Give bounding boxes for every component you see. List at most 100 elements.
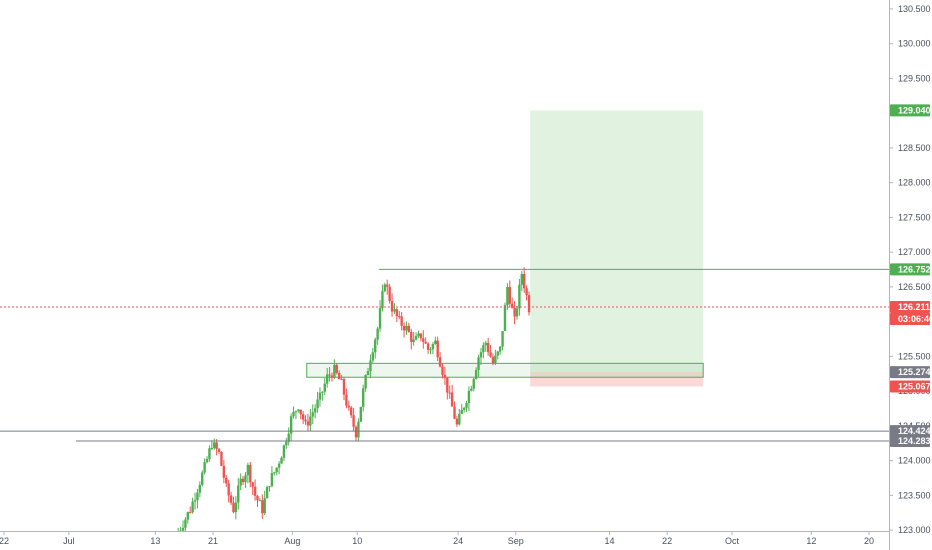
candle [193, 492, 197, 510]
candle-body [448, 392, 451, 394]
time-tick-label: Aug [284, 536, 300, 546]
candle-body [474, 369, 478, 379]
candle [342, 377, 346, 401]
candle [328, 367, 331, 382]
candle [498, 346, 502, 355]
candle-body [253, 486, 257, 496]
candle-body [496, 351, 499, 356]
candle [525, 285, 528, 301]
candle [299, 409, 302, 420]
candle [263, 490, 266, 516]
candle-body [220, 451, 223, 466]
candle-body [386, 284, 389, 287]
candle [294, 410, 298, 420]
candle [472, 377, 475, 392]
candle-body [270, 473, 274, 487]
candle [486, 337, 490, 356]
candle-body [354, 426, 358, 438]
candle-body [359, 406, 363, 422]
candle-body [431, 344, 435, 350]
candle [462, 406, 466, 413]
candle [225, 475, 228, 488]
candle [287, 427, 290, 446]
candle-body [311, 412, 314, 417]
candle [443, 366, 447, 385]
horizontal-lines[interactable] [0, 268, 889, 442]
candle-body [460, 409, 463, 414]
candle [285, 437, 288, 449]
candle [364, 374, 367, 392]
candle [474, 367, 478, 380]
candle [479, 347, 483, 365]
profit-zone[interactable] [530, 110, 704, 373]
candle-body [446, 377, 449, 393]
candle [520, 270, 523, 292]
candle [359, 406, 363, 423]
candle [491, 353, 495, 366]
candle-body [241, 478, 245, 483]
candle [330, 372, 334, 382]
candle-body [203, 462, 206, 473]
candle-body [292, 411, 295, 417]
price-tick-label: 128.500 [898, 143, 931, 153]
candle [470, 385, 473, 392]
candle [515, 305, 519, 320]
candle [400, 311, 403, 331]
candle [251, 481, 254, 496]
candle-body [282, 445, 286, 458]
stop-loss-zone[interactable] [530, 372, 704, 387]
candle [210, 440, 214, 451]
candle [237, 477, 240, 510]
time-tick-label: 24 [453, 536, 463, 546]
candle-body [275, 467, 278, 473]
price-tag-background [890, 380, 930, 393]
candle-body [208, 448, 211, 459]
candle-body [294, 411, 298, 413]
candle-body [462, 407, 466, 410]
candle-body [352, 415, 355, 427]
candle-body [453, 406, 456, 419]
candle [244, 472, 247, 488]
price-tick-label: 127.500 [898, 212, 931, 222]
candle-body [398, 316, 401, 318]
candle-body [482, 345, 485, 353]
price-tag-background [890, 366, 930, 379]
candle-body [304, 419, 307, 422]
candle [357, 418, 360, 442]
candle-body [357, 421, 360, 438]
price-tick-label: 128.000 [898, 178, 931, 188]
candle [297, 409, 300, 413]
candle-body [215, 442, 218, 450]
time-axis[interactable]: 22 Jul 13 21 Aug 10 24 Sep 14 22 Oct 12 20 [0, 531, 889, 550]
candle-body [249, 464, 252, 483]
candle [203, 458, 206, 475]
candle [217, 447, 221, 454]
zone-rectangle[interactable] [306, 362, 704, 378]
candle-body [256, 495, 259, 501]
candle [362, 384, 365, 412]
candle-body [417, 333, 420, 337]
candle [395, 308, 399, 322]
candle [232, 496, 235, 514]
price-tag-background [890, 104, 930, 117]
price-tag-background [890, 425, 930, 438]
candlestick-series [177, 267, 531, 539]
candle-body [340, 379, 343, 381]
candle [446, 377, 449, 400]
candle [350, 405, 353, 419]
candle-body [213, 442, 216, 448]
candle-body [424, 341, 427, 344]
candle-body [313, 408, 317, 413]
candle-body [515, 308, 519, 317]
candle [352, 407, 355, 432]
candle-body [285, 441, 288, 446]
candle-body [299, 409, 302, 415]
candle-body [321, 391, 324, 393]
drawing-overlays[interactable] [306, 110, 704, 387]
candle [309, 409, 312, 432]
price-tag-label: 124.283 [898, 436, 931, 446]
candle-body [217, 449, 221, 452]
price-tick-label: 123.500 [898, 490, 931, 500]
